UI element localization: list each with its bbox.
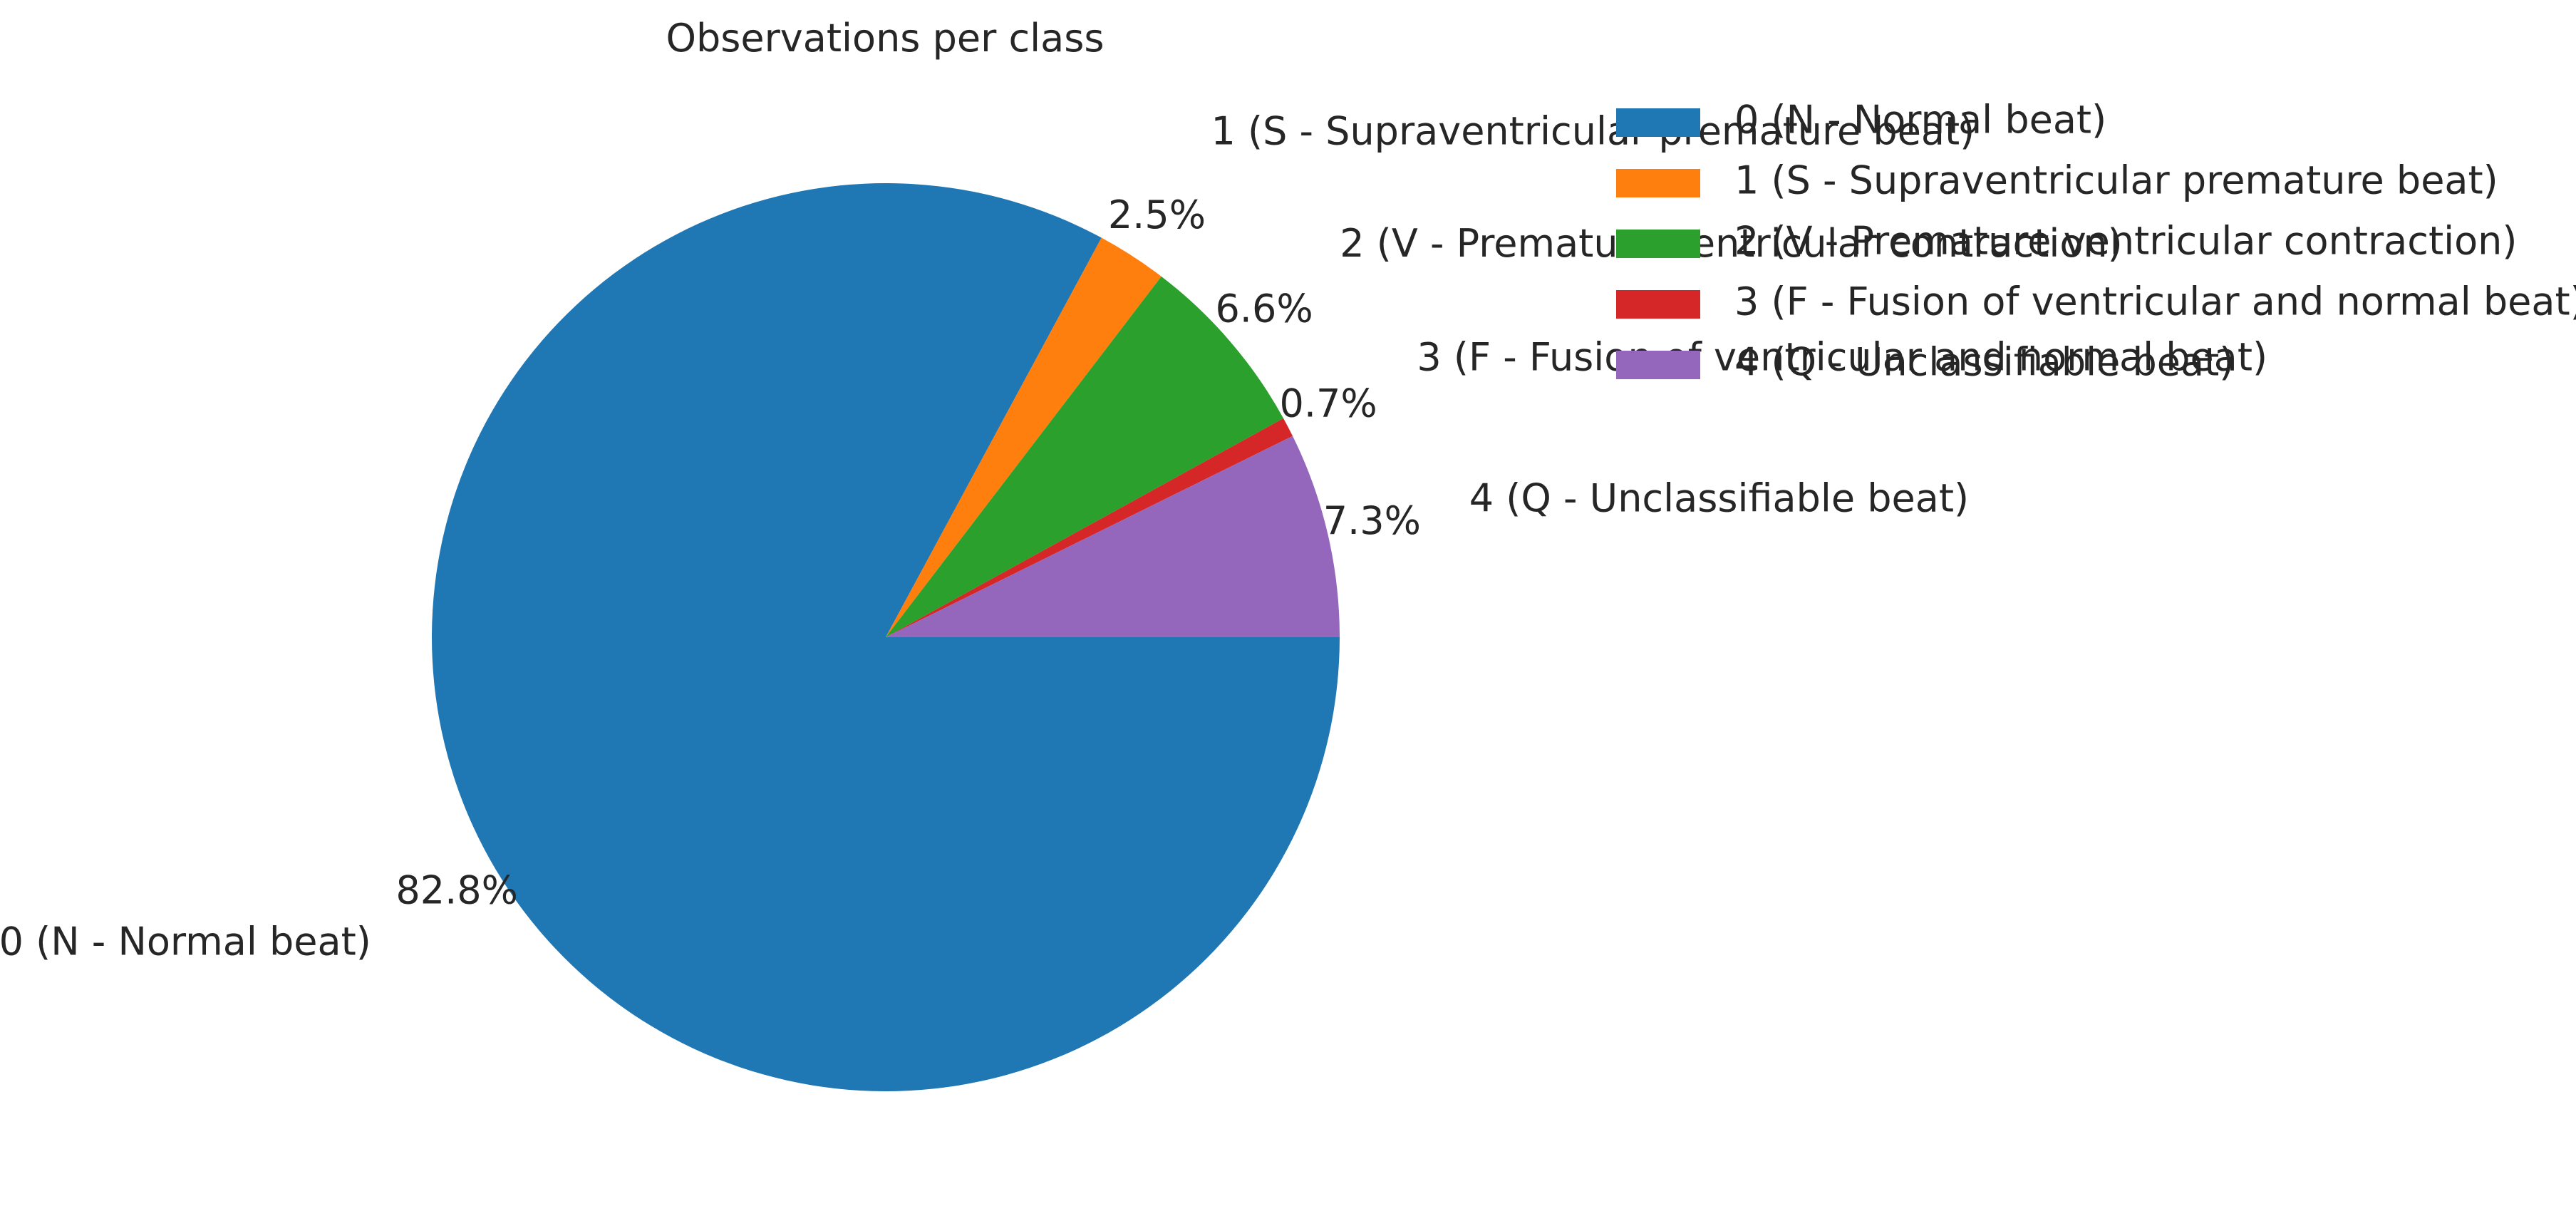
- pie-slice-1: [886, 237, 1162, 637]
- percentage-labels: 82.8% 2.5% 6.6% 0.7% 7.3%: [395, 192, 1420, 912]
- pct-label-0: 82.8%: [395, 868, 518, 913]
- slice-label-1: 1 (S - Supraventricular premature beat): [1211, 109, 1975, 154]
- pct-label-2: 6.6%: [1215, 287, 1313, 331]
- legend-swatch-3: [1616, 290, 1700, 319]
- legend-swatch-4: [1616, 351, 1700, 379]
- chart-title: Observations per class: [666, 16, 1104, 61]
- slice-label-0: 0 (N - Normal beat): [0, 919, 371, 964]
- legend: 0 (N - Normal beat) 1 (S - Supraventricul…: [1616, 98, 2576, 385]
- pct-label-1: 2.5%: [1108, 192, 1206, 237]
- pct-label-4: 7.3%: [1323, 498, 1421, 543]
- legend-swatch-0: [1616, 108, 1700, 137]
- pie-slice-3: [886, 418, 1293, 637]
- legend-entry-3: 3 (F - Fusion of ventricular and normal …: [1734, 279, 2576, 324]
- slice-labels: 0 (N - Normal beat) 1 (S - Supraventricul…: [0, 109, 2267, 964]
- pie-slice-4: [886, 436, 1340, 637]
- legend-entry-0: 0 (N - Normal beat): [1734, 98, 2106, 143]
- legend-entry-2: 2 (V - Premature ventricular contraction…: [1734, 219, 2517, 264]
- slice-label-3: 3 (F - Fusion of ventricular and normal …: [1417, 335, 2267, 380]
- legend-entry-1: 1 (S - Supraventricular premature beat): [1734, 158, 2498, 203]
- pie-slices: [432, 183, 1340, 1092]
- legend-entry-4: 4 (Q - Unclassifiable beat): [1734, 340, 2234, 385]
- legend-swatch-2: [1616, 230, 1700, 258]
- pie-slice-0: [432, 183, 1340, 1092]
- pie-slice-2: [886, 276, 1284, 637]
- pct-label-3: 0.7%: [1280, 381, 1377, 426]
- legend-swatch-1: [1616, 169, 1700, 197]
- slice-label-4: 4 (Q - Unclassifiable beat): [1469, 475, 1969, 520]
- slice-label-2: 2 (V - Premature ventricular contraction…: [1340, 221, 2122, 266]
